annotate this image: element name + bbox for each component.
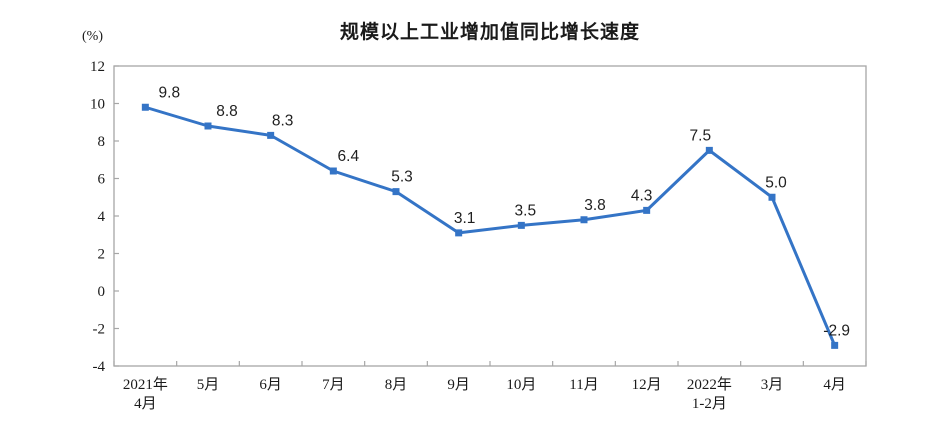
y-tick-label: 8 (98, 134, 106, 150)
x-tick-label: 1-2月 (692, 396, 727, 412)
x-tick-label: 2022年 (687, 376, 732, 393)
chart-title: 规模以上工业增加值同比增长速度 (339, 22, 640, 43)
data-label: 9.8 (159, 84, 181, 101)
x-tick-label: 5月 (197, 377, 220, 393)
x-tick-label: 9月 (447, 377, 470, 393)
y-axis-unit-label: (%) (82, 29, 103, 44)
x-tick-label: 2021年 (123, 376, 168, 393)
data-label: 8.8 (216, 103, 238, 120)
y-tick-label: 0 (98, 284, 106, 300)
y-tick-label: -4 (93, 359, 106, 375)
x-tick-label: 4月 (823, 377, 846, 393)
data-point-marker (705, 146, 713, 154)
y-tick-label: 12 (90, 59, 105, 75)
data-point-marker (517, 221, 525, 229)
data-label: 4.3 (631, 187, 653, 204)
x-tick-label: 6月 (259, 377, 282, 393)
data-label: 3.8 (584, 197, 606, 214)
x-tick-label: 8月 (385, 377, 408, 393)
data-label: 5.0 (765, 174, 787, 191)
data-point-marker (267, 131, 275, 139)
data-point-marker (580, 216, 588, 224)
data-label: 3.5 (515, 202, 537, 219)
data-label: 3.1 (454, 210, 476, 227)
y-tick-label: 4 (98, 209, 106, 225)
data-point-marker (141, 103, 149, 111)
data-label: 5.3 (391, 169, 413, 186)
x-tick-label: 11月 (569, 377, 598, 393)
data-point-marker (768, 193, 776, 201)
x-tick-label: 7月 (322, 377, 345, 393)
data-label: 6.4 (338, 148, 360, 165)
y-tick-label: 6 (98, 172, 106, 188)
series-line (144, 105, 837, 346)
data-label: 7.5 (690, 127, 712, 144)
x-tick-label: 4月 (134, 396, 157, 412)
y-tick-label: 10 (90, 97, 105, 113)
x-tick-label: 10月 (506, 377, 536, 393)
data-point-marker (831, 341, 839, 349)
x-tick-label: 12月 (632, 377, 662, 393)
data-point-marker (455, 229, 463, 237)
data-label: 8.3 (272, 112, 294, 129)
data-point-marker (643, 206, 651, 214)
x-tick-label: 3月 (761, 377, 784, 393)
data-label: -2.9 (823, 322, 850, 339)
data-point-marker (204, 122, 212, 130)
data-point-marker (392, 188, 400, 196)
y-tick-label: -2 (93, 322, 106, 338)
y-tick-label: 2 (98, 247, 106, 263)
data-point-marker (329, 167, 337, 175)
